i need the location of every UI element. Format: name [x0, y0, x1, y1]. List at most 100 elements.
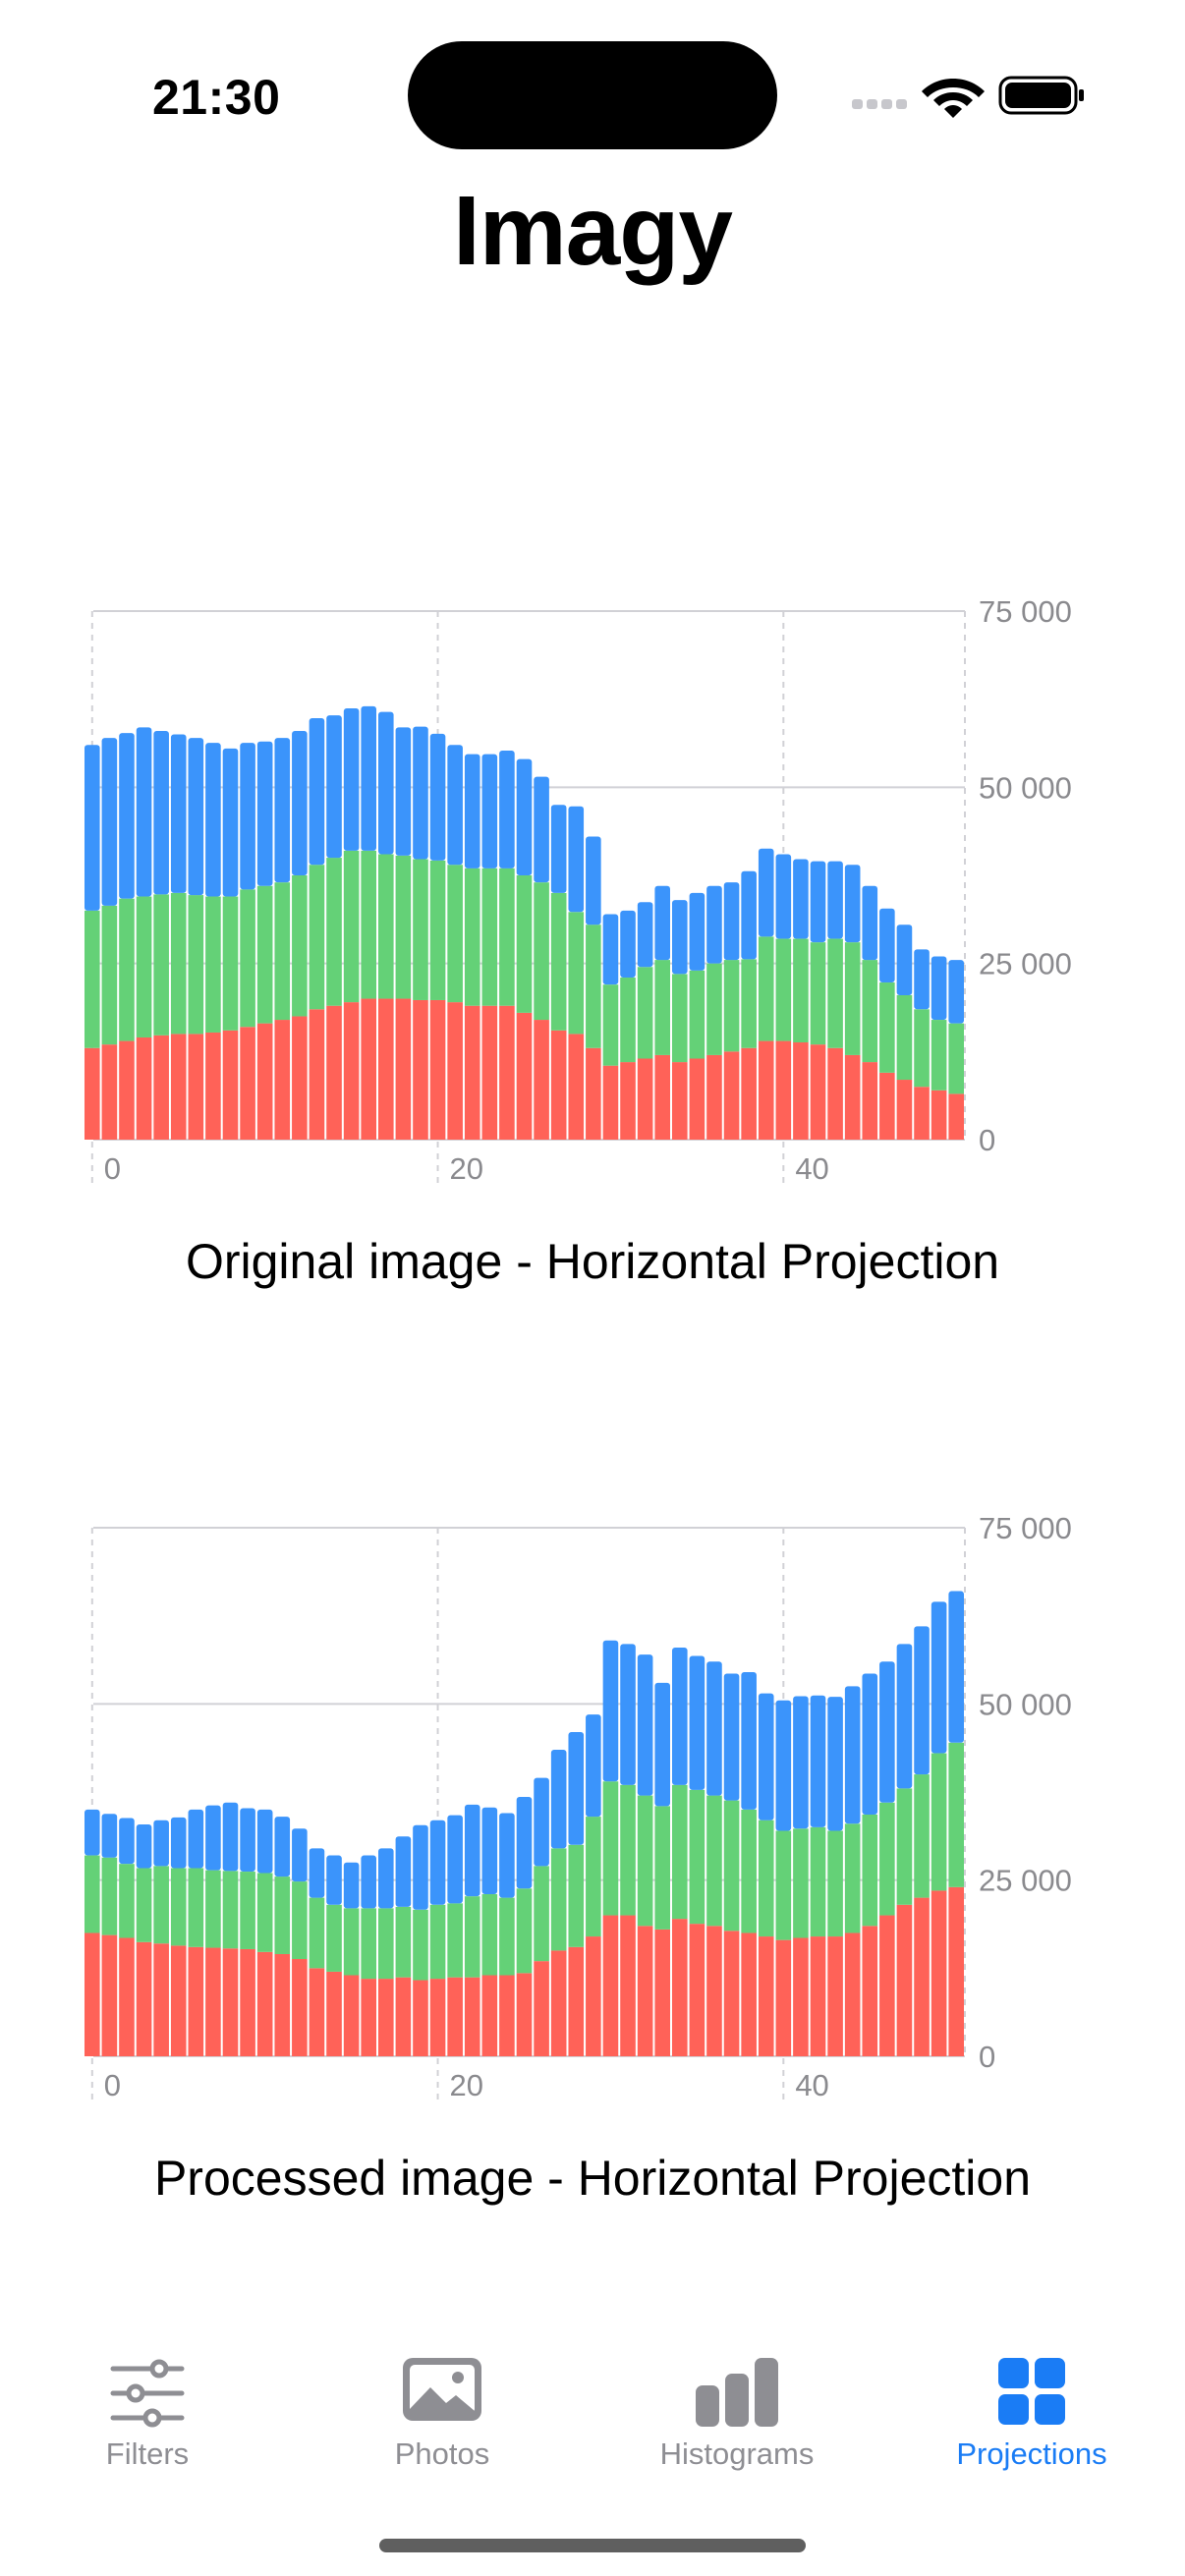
bar-red [844, 1054, 861, 1140]
bar-red [586, 1936, 601, 2056]
tab-filters[interactable]: Filters [0, 2319, 295, 2486]
bar-red [85, 1047, 100, 1140]
bar-red [568, 1946, 585, 2056]
bar-green [413, 859, 428, 1000]
bar-red [429, 1979, 446, 2056]
bar-blue [222, 1802, 239, 1872]
bar-red [136, 1036, 152, 1140]
bar-blue [550, 1749, 567, 1849]
dynamic-island [408, 41, 777, 149]
bar-blue [534, 776, 549, 883]
bar-blue [188, 1809, 204, 1869]
bar-red [222, 1948, 239, 2056]
bar-green [101, 905, 118, 1045]
bar-green [378, 854, 394, 999]
bar-blue [896, 924, 913, 995]
bar-green [447, 1903, 463, 1978]
cellular-signal-icon [852, 99, 907, 109]
bar-green [931, 1020, 947, 1091]
tab-histograms[interactable]: Histograms [590, 2319, 884, 2486]
bar-green [862, 960, 878, 1063]
bar-blue [706, 1661, 722, 1796]
bar-red [654, 1054, 670, 1140]
bar-green [85, 1855, 100, 1933]
bar-red [292, 1959, 308, 2056]
bar-blue [240, 1808, 255, 1873]
bar-red [170, 1034, 187, 1140]
bar-green [170, 1868, 187, 1946]
bar-red [326, 1971, 342, 2056]
bar-green [395, 855, 412, 999]
bar-red [602, 1065, 619, 1140]
bar-green [361, 1908, 376, 1980]
bar-green [240, 889, 255, 1028]
bar-red [413, 999, 428, 1140]
bar-red [136, 1941, 152, 2056]
bar-green [948, 1742, 964, 1887]
bar-green [343, 1908, 360, 1976]
wifi-icon [922, 79, 985, 118]
bar-green [447, 865, 463, 1003]
bar-green [516, 875, 533, 1013]
tab-projections[interactable]: Projections [884, 2319, 1179, 2486]
bar-blue [136, 1823, 152, 1869]
bar-green [844, 1823, 861, 1933]
bar-red [586, 1047, 601, 1140]
bar-green [654, 1806, 670, 1930]
bar-green [464, 868, 480, 1006]
y-tick-label: 25 000 [979, 1864, 1072, 1898]
bar-red [464, 1005, 480, 1140]
bar-green [361, 850, 376, 999]
bar-green [896, 1788, 913, 1905]
bar-red [413, 1980, 428, 2056]
bar-green [706, 1795, 722, 1927]
bar-blue [672, 1647, 688, 1785]
bar-red [119, 1040, 135, 1140]
bar-red [844, 1932, 861, 2056]
bar-green [931, 1753, 947, 1891]
bar-green [862, 1814, 878, 1927]
bar-blue [205, 1805, 221, 1871]
bar-blue [586, 1714, 601, 1818]
bar-red [153, 1035, 169, 1140]
bar-red [256, 1023, 273, 1140]
bar-red [931, 1890, 947, 2056]
bar-red [689, 1924, 705, 2056]
bar-red [170, 1945, 187, 2056]
bar-blue [827, 1697, 843, 1831]
bar-green [689, 970, 705, 1059]
bar-blue [274, 1817, 291, 1877]
bar-green [136, 896, 152, 1037]
bar-blue [119, 1818, 135, 1865]
bar-green [568, 1844, 585, 1947]
bar-blue [119, 733, 135, 899]
tab-photos[interactable]: Photos [295, 2319, 590, 2486]
bar-green [775, 938, 792, 1041]
bar-red [395, 998, 412, 1140]
bar-red [516, 1973, 533, 2056]
bar-blue [481, 754, 498, 868]
status-time: 21:30 [152, 70, 281, 125]
bar-red [914, 1087, 930, 1140]
bar-blue [413, 1824, 428, 1910]
bar-green [188, 895, 204, 1035]
bar-red [499, 1975, 515, 2056]
bar-blue [395, 1836, 412, 1907]
bar-green [550, 1848, 567, 1951]
bar-red [516, 1012, 533, 1140]
bar-blue [447, 745, 463, 866]
bar-red [550, 1030, 567, 1140]
bar-green [326, 858, 342, 1006]
bar-red [274, 1953, 291, 2056]
bar-red [274, 1020, 291, 1140]
y-tick-label: 50 000 [979, 770, 1072, 805]
bar-red [827, 1047, 843, 1140]
bar-red [447, 1977, 463, 2056]
bar-green [222, 896, 239, 1031]
bar-blue [378, 1848, 394, 1909]
y-tick-label: 50 000 [979, 1687, 1072, 1721]
bar-green [292, 1881, 308, 1960]
bar-blue [481, 1807, 498, 1895]
bar-green [914, 1774, 930, 1898]
bar-green [274, 1876, 291, 1954]
